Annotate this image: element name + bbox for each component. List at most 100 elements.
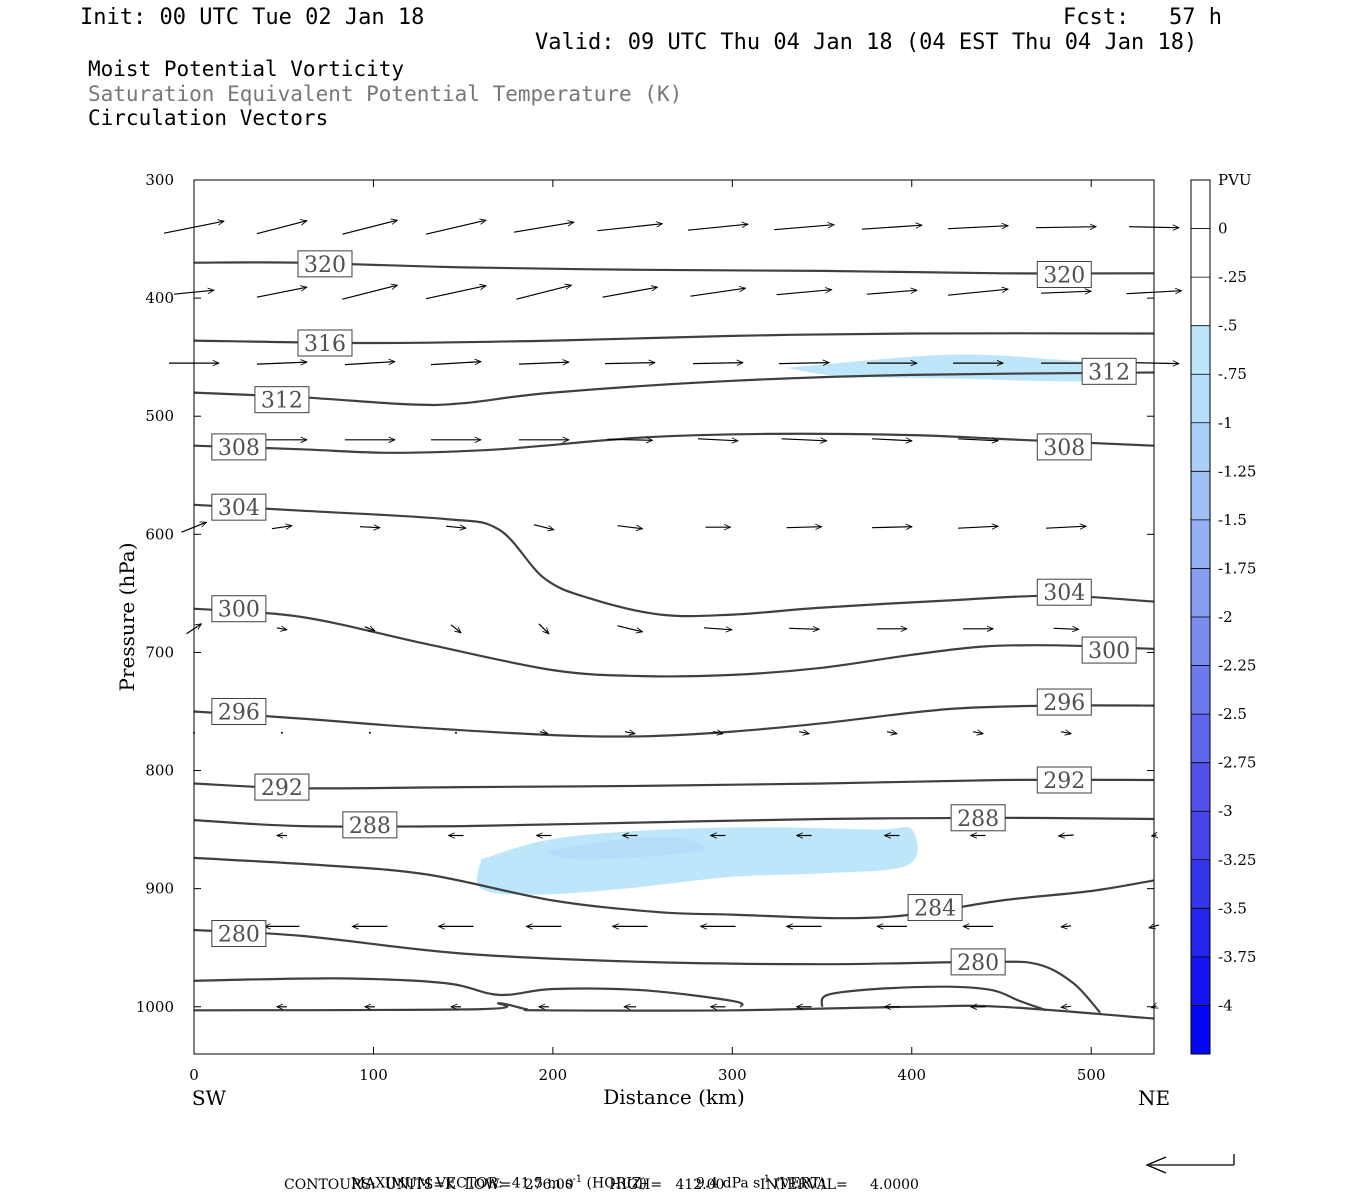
max-vector-horiz: 41.5 m s <box>511 1175 573 1192</box>
y-tick-label: 1000 <box>136 998 174 1016</box>
colorbar-tick-label: -3.25 <box>1218 851 1256 869</box>
svg-text:304: 304 <box>1043 581 1085 606</box>
contour-label-304: 304 <box>1036 578 1092 606</box>
init-time: Init: 00 UTC Tue 02 Jan 18 <box>80 5 425 30</box>
contour-label-300: 300 <box>1081 636 1137 664</box>
circulation-vector <box>687 224 748 231</box>
x-tick-label: 200 <box>539 1066 568 1084</box>
pv-colorbar: 0 -.25 -.5 -.75 -1 -1.25 -1.5 -1.75 -2 -2.25 -2.5 -… <box>1190 179 1256 1055</box>
y-axis-title: Pressure (hPa) <box>115 543 139 692</box>
axes-layer: 0 100 200 300 400 500 300 400 500 600 700 800 900 100… <box>136 171 1154 1084</box>
theta-es-contour-312-2 <box>193 371 1155 407</box>
title-vectors: Circulation Vectors <box>88 106 329 130</box>
circulation-vector <box>703 628 732 630</box>
circulation-vector <box>604 363 655 364</box>
reference-vector-icon <box>1145 1154 1235 1174</box>
colorbar-band <box>1191 956 1210 1006</box>
circulation-vector <box>597 224 663 232</box>
circulation-vector <box>518 362 569 364</box>
circulation-vector <box>1061 926 1072 927</box>
svg-text:308: 308 <box>1043 436 1085 461</box>
circulation-vector <box>798 732 809 734</box>
plot-frame <box>193 179 1155 1055</box>
contour-label-304: 304 <box>211 493 267 521</box>
circulation-vector <box>1059 835 1074 836</box>
horiz-exponent: -1 <box>572 1174 583 1185</box>
contour-label-320: 320 <box>297 250 353 278</box>
circulation-vector <box>958 439 998 441</box>
colorbar-band <box>1191 1005 1210 1055</box>
circulation-vector <box>697 439 738 441</box>
svg-text:288: 288 <box>349 814 391 839</box>
theta-es-contour-292-7 <box>193 778 1155 790</box>
y-tick-label: 700 <box>145 643 174 661</box>
pv-region-7 <box>543 836 707 860</box>
x-tick-label: 300 <box>718 1066 747 1084</box>
colorbar-band <box>1191 422 1210 472</box>
circulation-vector <box>617 526 643 529</box>
ne-end-label: NE <box>1138 1086 1170 1110</box>
contour-label-284: 284 <box>907 894 963 922</box>
svg-text:284: 284 <box>914 897 956 922</box>
max-vector-vert: 9.4 dPa s <box>695 1175 761 1192</box>
theta-es-contour-276-13 <box>193 1002 1155 1020</box>
y-tick-label: 600 <box>145 525 174 543</box>
colorbar-tick-label: -3.5 <box>1218 899 1247 917</box>
circulation-vector <box>430 362 481 366</box>
svg-text:292: 292 <box>261 776 303 801</box>
contour-label-308: 308 <box>1036 433 1092 461</box>
contour-label-288: 288 <box>950 804 1006 832</box>
circulation-vector <box>692 363 743 364</box>
colorbar-band <box>1191 228 1210 278</box>
circulation-vector <box>779 363 829 364</box>
contour-label-296: 296 <box>211 697 267 725</box>
circulation-vector <box>861 225 922 230</box>
title-theta-es: Saturation Equivalent Potential Temperat… <box>88 82 683 106</box>
x-tick-label: 500 <box>1077 1066 1106 1084</box>
colorbar-band <box>1191 374 1210 424</box>
theta-es-contour-280-10 <box>193 928 1102 1014</box>
colorbar-unit: PVU <box>1218 171 1252 189</box>
circulation-vector <box>425 286 486 300</box>
circulation-vector <box>450 624 461 633</box>
pv-region-0 <box>191 180 492 234</box>
y-tick-label: 800 <box>145 762 174 780</box>
circulation-vector <box>425 220 486 235</box>
max-vector-label: MAXIMUM VECTOR: <box>350 1175 503 1192</box>
svg-text:320: 320 <box>1043 263 1085 288</box>
pv-shading-layer <box>186 180 1171 950</box>
circulation-vector <box>454 731 457 734</box>
svg-text:280: 280 <box>218 923 260 948</box>
colorbar-band <box>1191 180 1210 230</box>
colorbar-tick-label: -1.5 <box>1218 511 1247 529</box>
svg-text:316: 316 <box>304 332 346 357</box>
colorbar-tick-label: -1.75 <box>1218 559 1256 577</box>
colorbar-band <box>1191 714 1210 764</box>
circulation-vector <box>866 290 917 295</box>
colorbar-tick-label: -.25 <box>1218 268 1247 286</box>
svg-text:308: 308 <box>218 436 260 461</box>
circulation-vector <box>948 289 1008 296</box>
x-tick-label: 400 <box>897 1066 926 1084</box>
circulation-vector <box>948 226 1008 230</box>
circulation-vector <box>271 526 292 529</box>
sw-end-label: SW <box>192 1086 227 1110</box>
circulation-vector <box>342 285 397 300</box>
circulation-vector <box>690 288 746 297</box>
circulation-vector <box>958 526 998 528</box>
circulation-vector <box>786 527 822 528</box>
contours-info: CONTOURS: UNITS=K LOW= 276.00 HIGH= 412.… <box>284 1177 919 1193</box>
x-tick-label: 100 <box>359 1066 388 1084</box>
circulation-vector <box>789 628 819 629</box>
svg-text:292: 292 <box>1043 769 1085 794</box>
svg-text:280: 280 <box>957 951 999 976</box>
colorbar-tick-label: -3 <box>1218 802 1233 820</box>
vert-exponent: -1 <box>760 1174 771 1185</box>
svg-text:288: 288 <box>957 807 999 832</box>
contour-label-280: 280 <box>950 948 1006 976</box>
contour-label-292: 292 <box>1036 766 1092 794</box>
pv-region-3 <box>222 573 291 579</box>
svg-text:296: 296 <box>1043 691 1085 716</box>
circulation-vector <box>1053 628 1079 629</box>
